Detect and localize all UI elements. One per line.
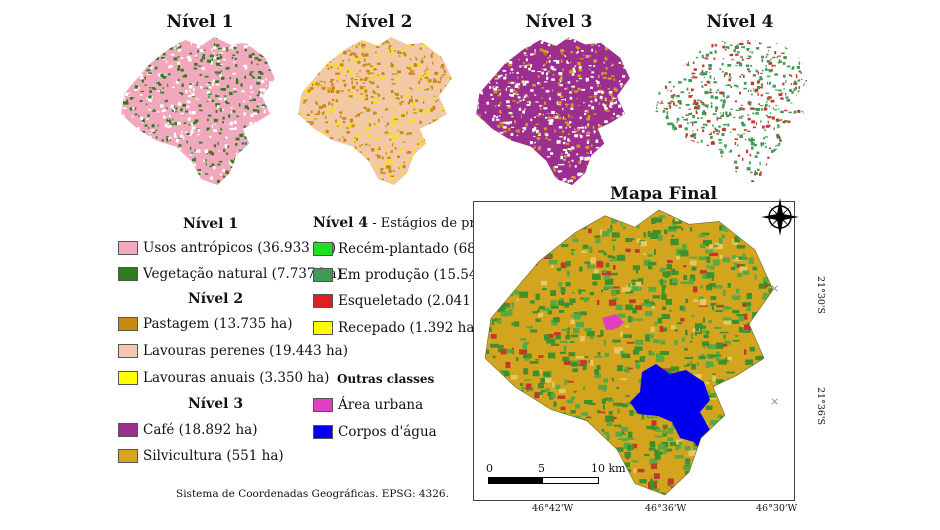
level-3-map (476, 37, 630, 185)
legend-swatch (313, 242, 333, 256)
legend-swatch (313, 268, 333, 282)
final-map-title: Mapa Final (610, 184, 718, 204)
legend-item-natural-vegetation: Vegetação natural (7.737 ha) (118, 266, 342, 282)
legend-item-in-production: Em produção (15.543 ha) (313, 267, 512, 283)
scale-label-10: 10 km (591, 462, 626, 475)
legend-heading-other: Outras classes (337, 372, 435, 386)
final-map (484, 209, 774, 496)
crs-note: Sistema de Coordenadas Geográficas. EPSG… (176, 488, 449, 500)
legend-item-silviculture: Silvicultura (551 ha) (118, 448, 284, 464)
legend-label: Recepado (1.392 ha) (338, 320, 480, 336)
legend-swatch (118, 344, 138, 358)
legend-heading-level3: Nível 3 (188, 396, 244, 412)
legend-label: Lavouras perenes (19.443 ha) (143, 343, 348, 359)
legend-item-skeletonized: Esqueletado (2.041 ha) (313, 293, 497, 309)
legend-swatch (118, 423, 138, 437)
graticule-cross-icon: × (770, 282, 780, 295)
graticule-cross-icon: × (770, 395, 780, 408)
level-2-map (298, 37, 452, 185)
legend-item-pasture: Pastagem (13.735 ha) (118, 316, 292, 332)
legend-swatch (118, 317, 138, 331)
legend-item-recepado: Recepado (1.392 ha) (313, 320, 480, 336)
compass-rose-icon (761, 198, 799, 236)
legend-label: Esqueletado (2.041 ha) (338, 293, 498, 309)
level-1-map (121, 37, 275, 185)
legend-heading-level2: Nível 2 (188, 291, 244, 307)
lon-label-3: 46°30'W (756, 503, 798, 514)
final-map-frame (473, 201, 795, 501)
legend-swatch (313, 321, 333, 335)
legend-label: Vegetação natural (7.737 ha) (143, 266, 342, 282)
lon-label-1: 46°42'W (532, 503, 574, 514)
legend-item-anthropic: Usos antrópicos (36.933 ha) (118, 240, 336, 256)
legend-swatch (313, 398, 333, 412)
legend-swatch (118, 449, 138, 463)
level-4-map (655, 37, 809, 185)
legend-label: Usos antrópicos (36.933 ha) (143, 240, 337, 256)
legend-swatch (118, 371, 138, 385)
legend-label: Pastagem (13.735 ha) (143, 316, 293, 332)
legend-item-water-bodies: Corpos d'água (313, 424, 437, 440)
legend-label: Em produção (15.543 ha) (338, 267, 513, 283)
panel-title-1: Nível 1 (166, 12, 234, 32)
legend-label: Lavouras anuais (3.350 ha) (143, 370, 330, 386)
legend-item-newly-planted: Recém-plantado (68,7 ha) (313, 241, 515, 257)
lon-label-2: 46°36'W (645, 503, 687, 514)
lat-label-2: 21°36'S (815, 387, 826, 426)
legend-label: Silvicultura (551 ha) (143, 448, 284, 464)
panel-title-3: Nível 3 (525, 12, 593, 32)
legend-swatch (313, 425, 333, 439)
legend-swatch (313, 294, 333, 308)
panel-title-4: Nível 4 (706, 12, 774, 32)
legend-swatch (118, 241, 138, 255)
legend-label: Área urbana (338, 397, 424, 413)
legend-label: Corpos d'água (338, 424, 437, 440)
scale-bar (488, 477, 599, 484)
legend-item-annual-crops: Lavouras anuais (3.350 ha) (118, 370, 329, 386)
lat-label-1: 21°30'S (815, 276, 826, 315)
legend-heading-level4-bold: Nível 4 (313, 215, 369, 231)
legend-swatch (118, 267, 138, 281)
legend-item-urban-area: Área urbana (313, 397, 423, 413)
panel-title-2: Nível 2 (345, 12, 413, 32)
legend-item-coffee: Café (18.892 ha) (118, 422, 257, 438)
legend-label: Recém-plantado (68,7 ha) (338, 241, 515, 257)
scale-label-5: 5 (538, 462, 545, 475)
legend-item-perennial-crops: Lavouras perenes (19.443 ha) (118, 343, 348, 359)
scale-label-0: 0 (486, 462, 493, 475)
legend-heading-level1: Nível 1 (183, 216, 239, 232)
legend-label: Café (18.892 ha) (143, 422, 258, 438)
